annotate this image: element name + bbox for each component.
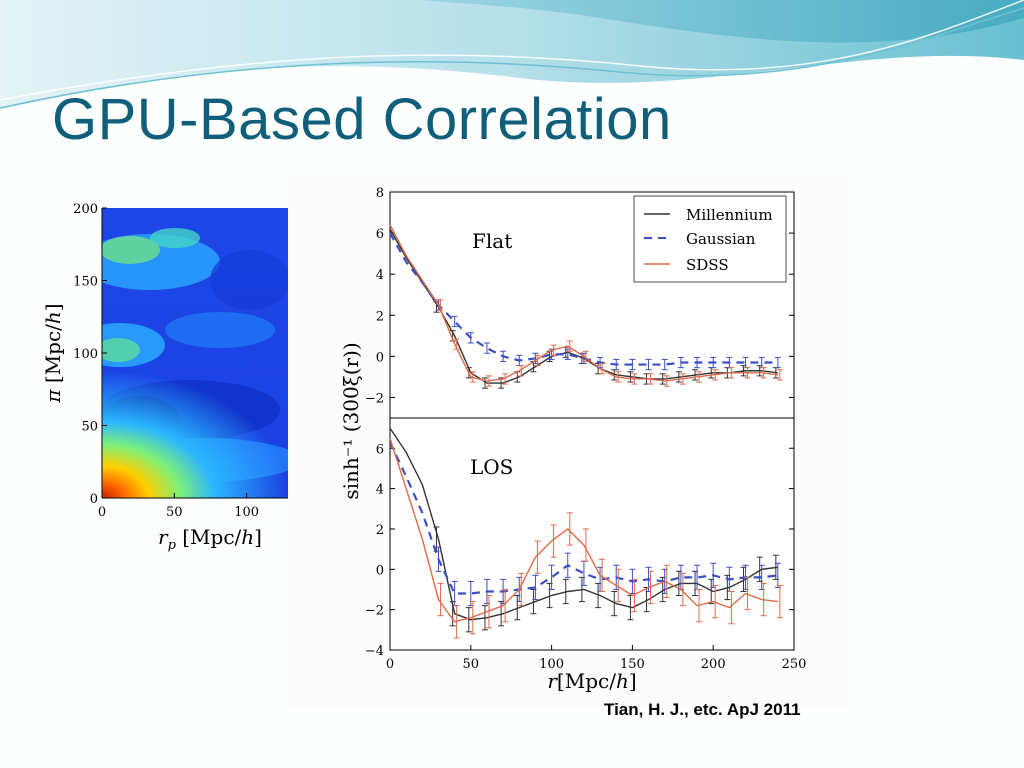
flat-y-tick-label: −2 [365, 391, 384, 406]
legend-label-gaussian: Gaussian [686, 230, 756, 248]
flat-line-gaussian [389, 232, 778, 366]
legend-label-sdss: SDSS [686, 256, 729, 274]
heatmap-y-tick-label: 150 [73, 275, 98, 290]
los-line-millennium [389, 427, 778, 621]
heatmap-ylabel: π [Mpc/h] [41, 303, 65, 403]
flat-y-tick-label: 6 [376, 227, 384, 242]
heatmap-y-tick-label: 100 [73, 347, 98, 362]
header-wave-dark [420, 0, 1024, 43]
flat-series [389, 224, 783, 389]
los-y-ticks: −4 −2 0 2 4 6 [365, 442, 794, 659]
flat-y-tick-label: 8 [376, 186, 384, 201]
header-wave-line [0, 7, 1024, 109]
heatmap-x-tick-label: 50 [166, 505, 183, 520]
los-y-tick-label: 4 [376, 483, 384, 498]
flat-y-tick-label: 0 [376, 350, 384, 365]
los-line-gaussian [389, 441, 778, 595]
heatmap-xlabel: rp [Mpc/h] [158, 525, 262, 553]
header-wave-line-2 [0, 0, 1024, 101]
legend-label-millennium: Millennium [686, 206, 773, 224]
los-panel: −4 −2 0 2 4 6 0 50 100 150 200 250 LOS [365, 417, 807, 672]
heatmap-x-tick-label: 100 [234, 505, 259, 520]
los-line-sdss [389, 437, 778, 623]
los-series-sdss [389, 437, 783, 639]
los-y-tick-label: 6 [376, 442, 384, 457]
los-y-tick-label: −2 [365, 604, 384, 619]
heatmap-y-ticks: 0 50 100 150 200 [73, 202, 107, 507]
flat-series-sdss [389, 224, 783, 387]
los-x-tick-label: 50 [463, 657, 480, 672]
los-x-tick-label: 150 [620, 657, 645, 672]
heatmap-image [102, 208, 290, 498]
chart-ylabel: sinh⁻¹ (300ξ(r)) [339, 342, 363, 499]
chart-xlabel: r[Mpc/h] [547, 669, 636, 693]
flat-y-tick-label: 4 [376, 268, 384, 283]
los-x-tick-label: 200 [701, 657, 726, 672]
los-x-ticks: 0 50 100 150 200 250 [386, 645, 807, 672]
flat-line-sdss [389, 224, 778, 382]
correlation-line-chart: −2 0 2 4 6 8 Flat Millennium Gaussian SDSS −4… [288, 176, 848, 708]
los-panel-label: LOS [470, 455, 513, 479]
heatmap-y-tick-label: 0 [90, 492, 98, 507]
heatmap-y-tick-label: 200 [73, 202, 98, 217]
los-series [389, 427, 783, 639]
los-x-tick-label: 100 [539, 657, 564, 672]
los-y-tick-label: 2 [376, 523, 384, 538]
heatmap-x-tick-label: 0 [98, 505, 106, 520]
flat-y-tick-label: 2 [376, 309, 384, 324]
slide-title: GPU-Based Correlation [52, 87, 672, 152]
los-series-millennium [389, 427, 779, 633]
citation: Tian, H. J., etc. ApJ 2011 [604, 700, 801, 719]
heatmap-x-ticks: 0 50 100 [98, 493, 259, 520]
heatmap-chart: 0 50 100 150 200 0 50 100 rp [Mpc/h] π [Mpc/h] [41, 202, 290, 553]
los-x-tick-label: 250 [782, 657, 807, 672]
los-panel-frame [389, 417, 795, 651]
legend: Millennium Gaussian SDSS [633, 195, 787, 283]
flat-y-ticks: −2 0 2 4 6 8 [365, 186, 794, 406]
los-y-tick-label: −4 [365, 644, 384, 659]
los-y-tick-label: 0 [376, 563, 384, 578]
flat-panel-label: Flat [472, 229, 512, 253]
heatmap-y-tick-label: 50 [81, 420, 98, 435]
los-x-tick-label: 0 [386, 657, 394, 672]
flat-panel: −2 0 2 4 6 8 Flat Millennium Gaussian SDSS [365, 186, 795, 419]
